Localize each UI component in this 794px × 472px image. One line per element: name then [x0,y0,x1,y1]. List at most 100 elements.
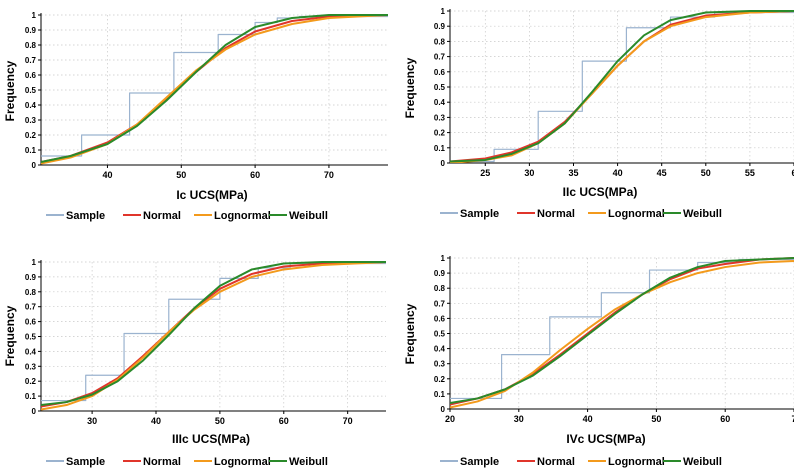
y-tick-label: 0.1 [434,390,446,399]
y-tick-label: 0.6 [434,314,446,323]
legend-label-weibull: Weibull [683,208,722,220]
legend-2: Sample Normal Lognormal Weibull [440,208,722,220]
y-tick-label: 0.3 [25,362,37,371]
legend-3: Sample Normal Lognormal Weibull [46,456,328,468]
y-tick-label: 0.6 [25,71,37,80]
y-tick-label: 0.4 [434,98,446,107]
y-tick-label: 1 [32,11,37,20]
x-tick-label: 60 [279,416,289,426]
y-tick-label: 0.7 [25,303,37,312]
y-tick-label: 0 [32,407,37,416]
y-tick-label: 0.8 [25,288,37,297]
x-tick-label: 40 [613,168,623,178]
plot-area-4: 0 0.1 0.2 0.3 0.4 0.5 0.6 0.7 0.8 0.9 1 20 30 40 50 60 7 [434,254,794,424]
chart-panel-4: 0 0.1 0.2 0.3 0.4 0.5 0.6 0.7 0.8 0.9 1 20 30 40 50 60 7… [403,254,794,468]
x-tick-label: 6 [791,168,794,178]
plot-area-3: 0 0.1 0.2 0.3 0.4 0.5 0.6 0.7 0.8 0.9 1 30 40 50 60 70 [25,258,386,426]
plot-area-2: 0 0.1 0.2 0.3 0.4 0.5 0.6 0.7 0.8 0.9 1 25 30 35 40 45 5… [434,7,794,178]
y-tick-label: 0.9 [434,22,446,31]
legend-label-lognormal: Lognormal [608,456,665,468]
x-tick-label: 70 [324,170,334,180]
y-tick-label: 0 [32,161,37,170]
y-tick-label: 1 [441,254,446,263]
y-tick-label: 0.7 [434,53,446,62]
plot-area-1: 0 0.1 0.2 0.3 0.4 0.5 0.6 0.7 0.8 0.9 1 40 50 60 70 [25,11,388,180]
y-tick-label: 0.9 [434,269,446,278]
legend-label-normal: Normal [537,456,575,468]
x-tick-label: 30 [524,168,534,178]
legend-label-normal: Normal [537,208,575,220]
x-tick-label: 70 [343,416,353,426]
y-tick-label: 0.7 [25,56,37,65]
legend-label-sample: Sample [66,210,105,222]
y-tick-label: 0.8 [25,41,37,50]
x-tick-label: 50 [215,416,225,426]
x-tick-label: 40 [151,416,161,426]
legend-label-lognormal: Lognormal [608,208,665,220]
legend-label-sample: Sample [66,456,105,468]
legend-label-weibull: Weibull [683,456,722,468]
x-tick-label: 55 [745,168,755,178]
x-tick-label: 50 [701,168,711,178]
series-weibull-line [41,261,386,407]
y-tick-label: 0.5 [25,333,37,342]
y-tick-label: 0.1 [434,144,446,153]
x-tick-label: 60 [250,170,260,180]
legend-label-sample: Sample [460,456,499,468]
y-tick-label: 0 [441,159,446,168]
y-tick-label: 0.3 [25,116,37,125]
x-tick-label: 30 [514,414,524,424]
chart-panel-2: 0 0.1 0.2 0.3 0.4 0.5 0.6 0.7 0.8 0.9 1 25 30 35 40 45 5… [403,7,794,220]
y-tick-label: 0.9 [25,273,37,282]
legend-1: Sample Normal Lognormal Weibull [46,210,328,222]
y-tick-label: 0.1 [25,392,37,401]
x-tick-label: 30 [87,416,97,426]
y-tick-label: 0.8 [434,37,446,46]
y-tick-label: 0.5 [434,330,446,339]
y-tick-label: 0.6 [434,68,446,77]
xlabel-2: IIc UCS(MPa) [563,185,638,199]
legend-label-weibull: Weibull [289,456,328,468]
series-lognormal-line [450,10,794,163]
y-tick-label: 0.2 [25,377,37,386]
y-tick-label: 0.1 [25,146,37,155]
legend-label-weibull: Weibull [289,210,328,222]
y-tick-label: 0.3 [434,113,446,122]
y-tick-label: 0.2 [434,129,446,138]
ylabel-4: Frequency [403,303,417,364]
y-tick-label: 0.9 [25,26,37,35]
legend-label-lognormal: Lognormal [214,210,271,222]
y-tick-label: 0.5 [434,83,446,92]
ylabel-3: Frequency [3,305,17,366]
y-tick-label: 0.4 [25,347,37,356]
x-tick-label: 20 [445,414,455,424]
y-tick-label: 0.8 [434,284,446,293]
y-tick-label: 0.4 [434,345,446,354]
y-tick-label: 0.3 [434,360,446,369]
y-tick-label: 0.2 [25,131,37,140]
chart-panel-1: 0 0.1 0.2 0.3 0.4 0.5 0.6 0.7 0.8 0.9 1 40 50 60 70 Ic… [3,11,388,222]
x-tick-label: 50 [651,414,661,424]
series-weibull-line [450,257,794,404]
legend-label-normal: Normal [143,456,181,468]
series-weibull-line [450,10,794,163]
series-weibull-line [41,14,388,163]
ylabel-2: Frequency [403,57,417,118]
x-tick-label: 40 [102,170,112,180]
y-tick-label: 0 [441,405,446,414]
xlabel-1: Ic UCS(MPa) [176,188,247,202]
y-tick-label: 1 [32,258,37,267]
x-tick-label: 25 [480,168,490,178]
x-tick-label: 50 [176,170,186,180]
y-tick-label: 0.6 [25,318,37,327]
x-tick-label: 60 [720,414,730,424]
y-tick-label: 1 [441,7,446,16]
legend-label-sample: Sample [460,208,499,220]
x-tick-label: 40 [583,414,593,424]
y-tick-label: 0.5 [25,86,37,95]
y-tick-label: 0.7 [434,299,446,308]
xlabel-3: IIIc UCS(MPa) [172,432,250,446]
x-tick-label: 45 [657,168,667,178]
legend-4: Sample Normal Lognormal Weibull [440,456,722,468]
